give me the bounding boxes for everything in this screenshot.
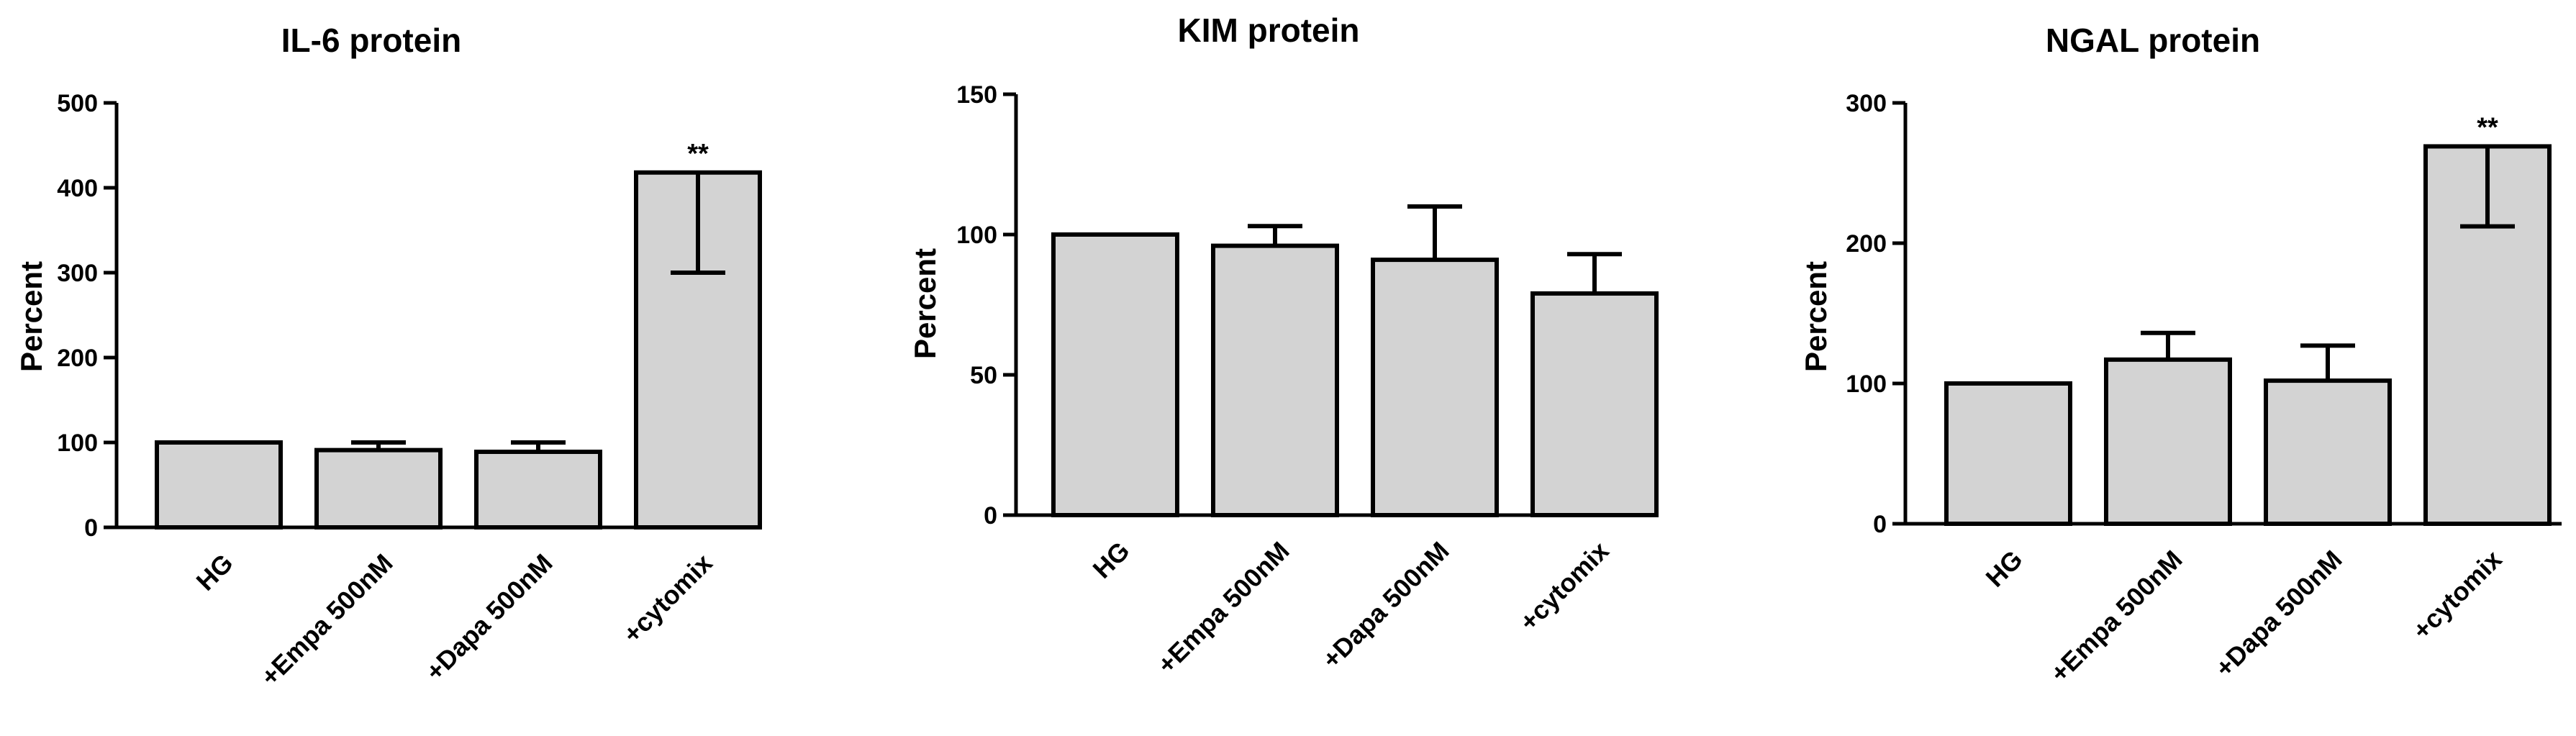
bar xyxy=(1371,258,1499,517)
x-tick-labels: HG +Empa 500nM +Dapa 500nM +cytomix xyxy=(1087,536,1614,679)
error-bars xyxy=(351,172,725,452)
x-tick-label: +Empa 500nM xyxy=(255,548,398,691)
y-tick-label: 100 xyxy=(57,430,98,457)
x-tick-label: HG xyxy=(1087,536,1135,584)
y-axis-label: Percent xyxy=(908,248,942,359)
y-tick-label: 300 xyxy=(1846,90,1887,117)
bars xyxy=(1944,144,2552,526)
annotations: ** xyxy=(687,139,709,169)
bar xyxy=(1051,232,1179,517)
x-tick-label: +Dapa 500nM xyxy=(2209,545,2347,683)
bar xyxy=(2104,357,2232,526)
y-ticks: 0 100 200 300 400 500 xyxy=(57,90,117,542)
y-tick-label: 0 xyxy=(984,502,997,530)
bars xyxy=(155,170,762,530)
bar xyxy=(314,447,443,530)
y-tick-label: 0 xyxy=(84,514,98,542)
significance-marker: ** xyxy=(2477,112,2498,142)
x-tick-label: +Empa 500nM xyxy=(1151,536,1294,679)
x-tick-label: +Dapa 500nM xyxy=(1316,536,1454,674)
y-ticks: 0 50 100 150 xyxy=(956,81,1016,530)
x-tick-label: +cytomix xyxy=(1514,536,1615,637)
chart-title: IL-6 protein xyxy=(281,22,461,59)
x-tick-label: HG xyxy=(190,548,238,596)
y-axis-label: Percent xyxy=(14,261,48,372)
significance-marker: ** xyxy=(687,139,709,169)
y-tick-label: 300 xyxy=(57,260,98,287)
x-tick-label: +Empa 500nM xyxy=(2044,545,2187,688)
bar xyxy=(1530,291,1659,517)
chart-panel-kim: KIM protein Percent 0 50 100 150 HG +Empa 50… xyxy=(908,12,1659,679)
x-tick-label: +cytomix xyxy=(2407,545,2508,645)
chart-panel-il6: IL-6 protein Percent ** 0 100 200 300 400 500… xyxy=(14,22,762,691)
bars xyxy=(1051,232,1659,517)
x-tick-labels: HG +Empa 500nM +Dapa 500nM +cytomix xyxy=(1979,545,2507,688)
y-tick-label: 100 xyxy=(1846,371,1887,398)
annotations: ** xyxy=(2477,112,2498,142)
x-tick-label: HG xyxy=(1979,545,2028,593)
y-tick-label: 400 xyxy=(57,175,98,202)
bar xyxy=(474,449,602,530)
x-tick-labels: HG +Empa 500nM +Dapa 500nM +cytomix xyxy=(190,548,717,691)
bar xyxy=(1944,381,2072,526)
y-tick-label: 150 xyxy=(956,81,997,109)
error-bars xyxy=(2141,146,2515,381)
y-tick-label: 50 xyxy=(970,362,997,389)
y-tick-label: 200 xyxy=(57,345,98,372)
y-ticks: 0 100 200 300 xyxy=(1846,90,1905,538)
chart-title: KIM protein xyxy=(1178,12,1360,49)
bar xyxy=(2264,378,2392,526)
chart-title: NGAL protein xyxy=(2046,22,2260,59)
y-tick-label: 500 xyxy=(57,90,98,117)
y-tick-label: 0 xyxy=(1873,511,1887,538)
y-tick-label: 100 xyxy=(956,222,997,249)
y-tick-label: 200 xyxy=(1846,230,1887,258)
bar xyxy=(155,440,283,530)
y-axis-label: Percent xyxy=(1799,261,1833,372)
chart-panel-ngal: NGAL protein Percent ** 0 100 200 300 HG +Em… xyxy=(1799,22,2562,688)
error-bars xyxy=(1248,204,1622,294)
x-tick-label: +cytomix xyxy=(617,548,718,649)
x-tick-label: +Dapa 500nM xyxy=(419,548,558,686)
bar xyxy=(1211,243,1339,517)
